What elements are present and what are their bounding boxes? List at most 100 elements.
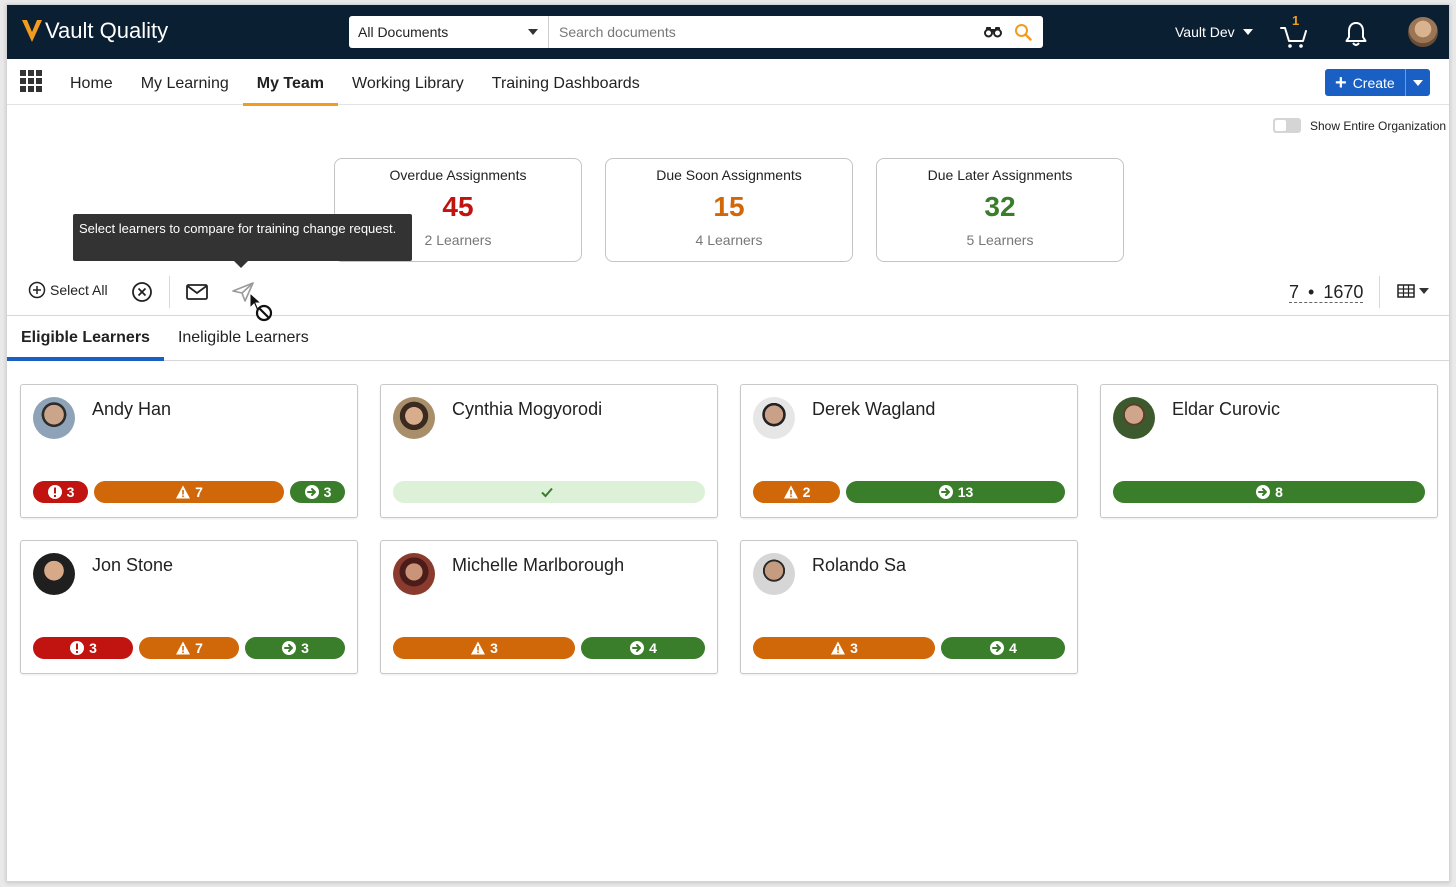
app-launcher-icon[interactable]	[20, 70, 42, 92]
count-filtered: 7	[1289, 282, 1300, 302]
due-later-pill[interactable]: 4	[581, 637, 705, 659]
user-avatar[interactable]	[1408, 17, 1438, 47]
arrow-circle-right-icon	[281, 640, 297, 656]
due-later-pill[interactable]: 8	[1113, 481, 1425, 503]
due-soon-pill[interactable]: 3	[393, 637, 575, 659]
app-logo[interactable]: Vault Quality	[21, 18, 168, 44]
overdue-pill[interactable]: 3	[33, 481, 88, 503]
vault-logo-icon	[22, 20, 42, 42]
search-input[interactable]	[549, 16, 981, 48]
cart-count-badge: 1	[1292, 13, 1300, 28]
tab-ineligible-learners[interactable]: Ineligible Learners	[177, 329, 309, 346]
toolbar-divider	[1379, 276, 1380, 308]
search-bar: All Documents	[349, 16, 1043, 48]
learner-avatar	[753, 553, 795, 595]
summary-value: 45	[442, 191, 474, 222]
learner-card[interactable]: Michelle Marlborough 3 4	[380, 540, 718, 674]
view-mode-button[interactable]	[1397, 284, 1429, 298]
warning-icon	[470, 640, 486, 656]
learner-name: Jon Stone	[92, 555, 174, 575]
chevron-down-icon	[528, 29, 538, 35]
clear-selection-icon[interactable]	[130, 280, 154, 304]
plus-circle-icon	[28, 281, 46, 299]
email-icon[interactable]	[185, 280, 209, 304]
send-icon[interactable]	[231, 280, 255, 304]
learner-card[interactable]: Eldar Curovic 8	[1100, 384, 1438, 518]
nav-tabs: Home My Learning My Team Working Library…	[56, 59, 654, 106]
toggle-switch[interactable]	[1273, 118, 1301, 133]
app-window: Vault Quality All Documents	[6, 4, 1450, 882]
assignment-pills: 3 7 3	[33, 481, 345, 503]
assignment-pills: 8	[1113, 481, 1425, 503]
tab-my-team[interactable]: My Team	[242, 59, 339, 106]
create-dropdown-button[interactable]	[1404, 69, 1430, 96]
complete-pill[interactable]	[393, 481, 705, 503]
assignment-pills: 3 4	[393, 637, 705, 659]
tab-home[interactable]: Home	[70, 75, 113, 92]
arrow-circle-right-icon	[629, 640, 645, 656]
tab-my-learning[interactable]: My Learning	[140, 75, 229, 92]
learner-avatar	[1113, 397, 1155, 439]
due-later-pill[interactable]: 3	[290, 481, 345, 503]
pill-count: 4	[649, 640, 657, 656]
plus-icon: +	[1335, 71, 1347, 94]
due-soon-pill[interactable]: 7	[139, 637, 239, 659]
vault-switcher[interactable]: Vault Dev	[1175, 24, 1253, 40]
warning-icon	[175, 484, 191, 500]
learner-name: Eldar Curovic	[1172, 399, 1281, 419]
assignment-pills: 3 7 3	[33, 637, 345, 659]
create-button[interactable]: + Create	[1325, 69, 1405, 96]
learner-name: Rolando Sa	[812, 555, 907, 575]
learner-card[interactable]: Jon Stone 3 7 3	[20, 540, 358, 674]
show-entire-org-toggle[interactable]: Show Entire Organization	[1273, 118, 1446, 133]
pill-count: 3	[323, 484, 332, 500]
bell-icon[interactable]	[1345, 21, 1367, 47]
learner-avatar	[33, 553, 75, 595]
due-soon-pill[interactable]: 7	[94, 481, 284, 503]
due-soon-summary-card[interactable]: Due Soon Assignments 15 4 Learners	[605, 158, 853, 262]
assignment-pills	[393, 481, 705, 503]
due-later-pill[interactable]: 3	[245, 637, 345, 659]
due-later-pill[interactable]: 4	[941, 637, 1065, 659]
warning-icon	[175, 640, 191, 656]
overdue-pill[interactable]: 3	[33, 637, 133, 659]
tab-working-library[interactable]: Working Library	[352, 75, 464, 92]
summary-subtitle: 5 Learners	[966, 232, 1034, 248]
binoculars-icon[interactable]	[981, 20, 1005, 44]
due-soon-pill[interactable]: 3	[753, 637, 935, 659]
due-soon-pill[interactable]: 2	[753, 481, 840, 503]
arrow-circle-right-icon	[989, 640, 1005, 656]
warning-icon	[783, 484, 799, 500]
due-later-pill[interactable]: 13	[846, 481, 1065, 503]
learner-count-readout[interactable]: 7 • 1670	[1289, 282, 1364, 303]
learner-card[interactable]: Derek Wagland 2 13	[740, 384, 1078, 518]
select-all-label: Select All	[50, 282, 108, 298]
learner-avatar	[753, 397, 795, 439]
pill-count: 13	[957, 484, 974, 500]
learner-name: Derek Wagland	[812, 399, 936, 419]
arrow-circle-right-icon	[304, 484, 320, 500]
learner-avatar	[33, 397, 75, 439]
search-icon[interactable]	[1011, 20, 1035, 44]
due-later-summary-card[interactable]: Due Later Assignments 32 5 Learners	[876, 158, 1124, 262]
pill-count: 8	[1275, 484, 1283, 500]
arrow-circle-right-icon	[1255, 484, 1271, 500]
chevron-down-icon	[1412, 79, 1423, 86]
table-grid-icon	[1397, 284, 1415, 298]
summary-value: 32	[984, 191, 1016, 222]
pill-count: 4	[1009, 640, 1017, 656]
learner-card[interactable]: Rolando Sa 3 4	[740, 540, 1078, 674]
learner-name: Cynthia Mogyorodi	[452, 399, 603, 419]
learner-card[interactable]: Andy Han 3 7 3	[20, 384, 358, 518]
pill-count: 3	[89, 640, 97, 656]
tab-training-dashboards[interactable]: Training Dashboards	[491, 75, 640, 92]
arrow-circle-right-icon	[938, 484, 954, 500]
learner-card[interactable]: Cynthia Mogyorodi	[380, 384, 718, 518]
summary-title: Due Later Assignments	[927, 167, 1073, 183]
tab-eligible-learners[interactable]: Eligible Learners	[7, 316, 164, 361]
search-scope-select[interactable]: All Documents	[349, 16, 549, 48]
select-all-button[interactable]: Select All	[28, 281, 108, 299]
assignment-pills: 3 4	[753, 637, 1065, 659]
pill-count: 7	[195, 640, 203, 656]
cart-button[interactable]: 1	[1279, 13, 1313, 51]
